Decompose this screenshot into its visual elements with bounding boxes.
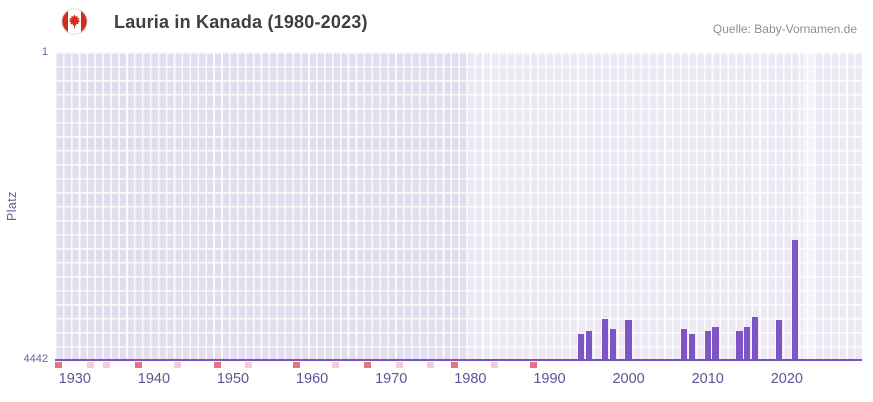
bar-2008 [688,333,696,360]
no-data-mark-1938 [134,362,142,368]
canada-flag-icon [61,8,88,35]
y-axis-label: Platz [5,191,19,221]
no-data-marks [55,360,862,369]
no-data-mark-1934 [102,362,110,368]
x-tick-1970: 1970 [375,371,408,387]
bar-2015 [744,326,751,360]
bars [55,52,862,360]
x-tick-2010: 2010 [691,371,724,387]
no-data-mark-1943 [174,362,182,368]
bar-1997 [601,318,609,360]
x-tick-1990: 1990 [533,371,566,387]
source-credit: Quelle: Baby-Vornamen.de [712,22,857,36]
x-axis-line [55,359,862,361]
highlight-band [802,52,815,360]
bar-2000 [625,319,632,360]
chart [55,52,862,368]
y-tick-bottom: 4442 [23,353,48,365]
bar-1998 [609,329,616,360]
x-tick-1960: 1960 [295,371,329,387]
bar-1995 [585,330,593,360]
x-axis-ticks: 1930 1940 1950 1960 1970 1980 1990 2000 2010 2020 [55,371,862,391]
x-tick-1940: 1940 [137,371,171,387]
x-tick-2020: 2020 [770,371,803,387]
bar-2014 [736,331,743,360]
no-data-mark-1975 [427,362,435,368]
bar-2021 [791,239,798,360]
x-tick-1950: 1950 [216,371,250,387]
no-data-mark-1978 [451,362,459,368]
page-title: Lauria in Kanada (1980-2023) [114,12,368,32]
no-data-mark-1971 [395,362,403,368]
x-tick-1930: 1930 [58,371,91,387]
x-tick-1980: 1980 [454,371,487,387]
bar-2011 [712,326,719,360]
bar-2010 [704,331,711,360]
bar-2016 [751,316,759,360]
plot-area [55,52,862,368]
no-data-mark-1952 [245,362,253,368]
no-data-mark-1958 [292,362,300,368]
bar-2019 [775,319,783,360]
no-data-mark-1948 [213,362,221,368]
bar-2007 [680,329,688,360]
no-data-mark-1963 [332,362,340,368]
x-tick-2000: 2000 [612,371,645,387]
no-data-mark-1967 [364,362,371,368]
bar-1994 [577,334,585,360]
no-data-mark-1928 [55,362,63,368]
no-data-mark-1932 [87,362,95,368]
no-data-mark-1988 [530,362,538,368]
no-data-mark-1983 [490,362,498,368]
y-tick-top: 1 [41,46,48,58]
